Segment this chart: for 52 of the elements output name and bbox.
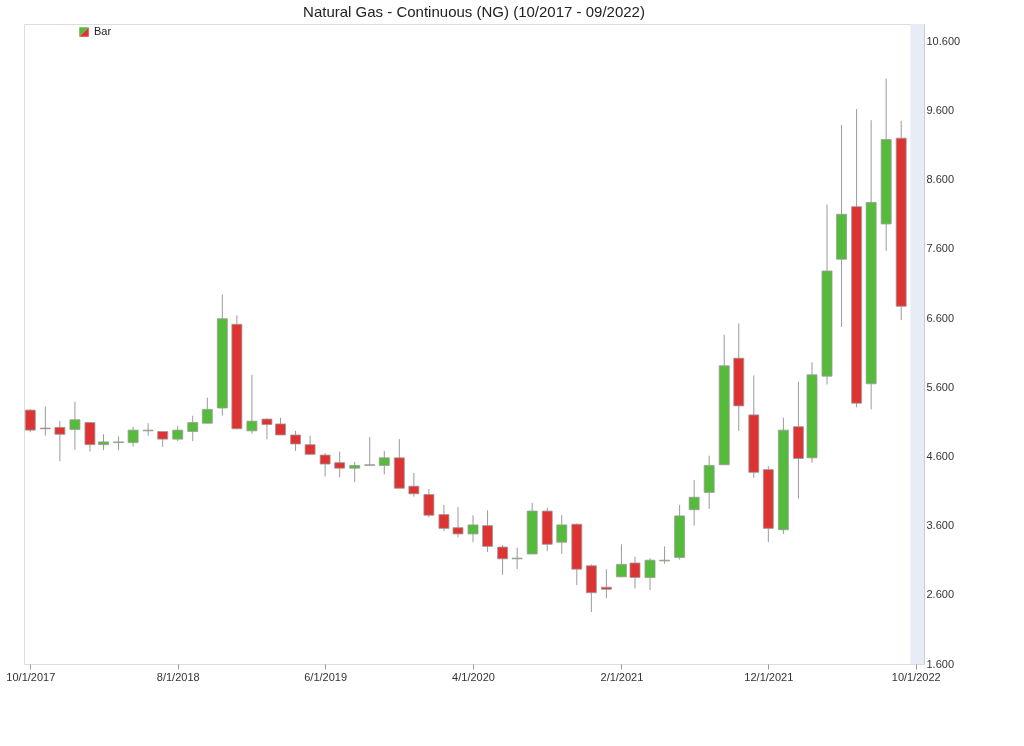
candlestick xyxy=(408,472,420,498)
candlestick xyxy=(467,514,479,543)
candlestick xyxy=(142,422,154,437)
candlestick xyxy=(69,401,81,451)
candlestick xyxy=(644,557,656,591)
candlestick xyxy=(452,506,464,538)
candlestick xyxy=(600,568,612,599)
candlestick xyxy=(54,420,66,462)
x-tick-label: 8/1/2018 xyxy=(156,670,200,683)
candlestick xyxy=(39,406,51,437)
y-tick-label: 2.600 xyxy=(926,588,955,601)
x-tick-label: 10/1/2017 xyxy=(6,670,56,683)
y-tick-label: 1.600 xyxy=(926,657,955,670)
candlestick xyxy=(688,479,700,527)
candlestick xyxy=(201,397,213,424)
x-tick-label: 10/1/2022 xyxy=(891,670,941,683)
candlestick xyxy=(319,452,331,477)
y-tick-label: 5.600 xyxy=(926,380,955,393)
y-tick-label: 4.600 xyxy=(926,449,955,462)
candlestick xyxy=(378,450,390,475)
y-tick-label: 8.600 xyxy=(926,173,955,186)
candlestick xyxy=(24,408,36,433)
candlestick xyxy=(482,509,493,553)
candlestick xyxy=(261,417,273,440)
candlestick xyxy=(334,451,346,478)
chart-title: Natural Gas - Continuous (NG) (10/2017 - 09/2022) xyxy=(303,3,645,20)
y-tick-label: 3.600 xyxy=(926,519,955,532)
candlestick xyxy=(616,543,627,578)
candlestick xyxy=(349,461,361,483)
y-tick-label: 6.600 xyxy=(926,311,955,324)
candlestick xyxy=(127,426,139,448)
y-tick-label: 10.600 xyxy=(926,34,961,47)
x-tick-label: 4/1/2020 xyxy=(452,670,495,683)
candlestick xyxy=(556,514,568,555)
candlestick xyxy=(246,374,258,435)
y-tick-label: 7.600 xyxy=(926,242,955,255)
candlestick xyxy=(438,504,450,532)
candlestick xyxy=(659,545,670,565)
candlestick xyxy=(364,436,376,466)
candlestick xyxy=(187,415,199,442)
x-tick-label: 6/1/2019 xyxy=(304,670,348,683)
y-tick-label: 9.600 xyxy=(926,103,955,116)
candlestick xyxy=(511,547,523,570)
candlestick xyxy=(423,488,435,518)
x-tick-label: 12/1/2021 xyxy=(744,670,794,683)
candlestick xyxy=(84,422,96,453)
candlestick xyxy=(629,556,641,590)
candlestick xyxy=(290,430,301,452)
x-tick-label: 2/1/2021 xyxy=(600,670,644,683)
candlestick xyxy=(304,435,316,455)
candlestick xyxy=(497,544,509,576)
legend-label: Bar xyxy=(94,25,112,37)
